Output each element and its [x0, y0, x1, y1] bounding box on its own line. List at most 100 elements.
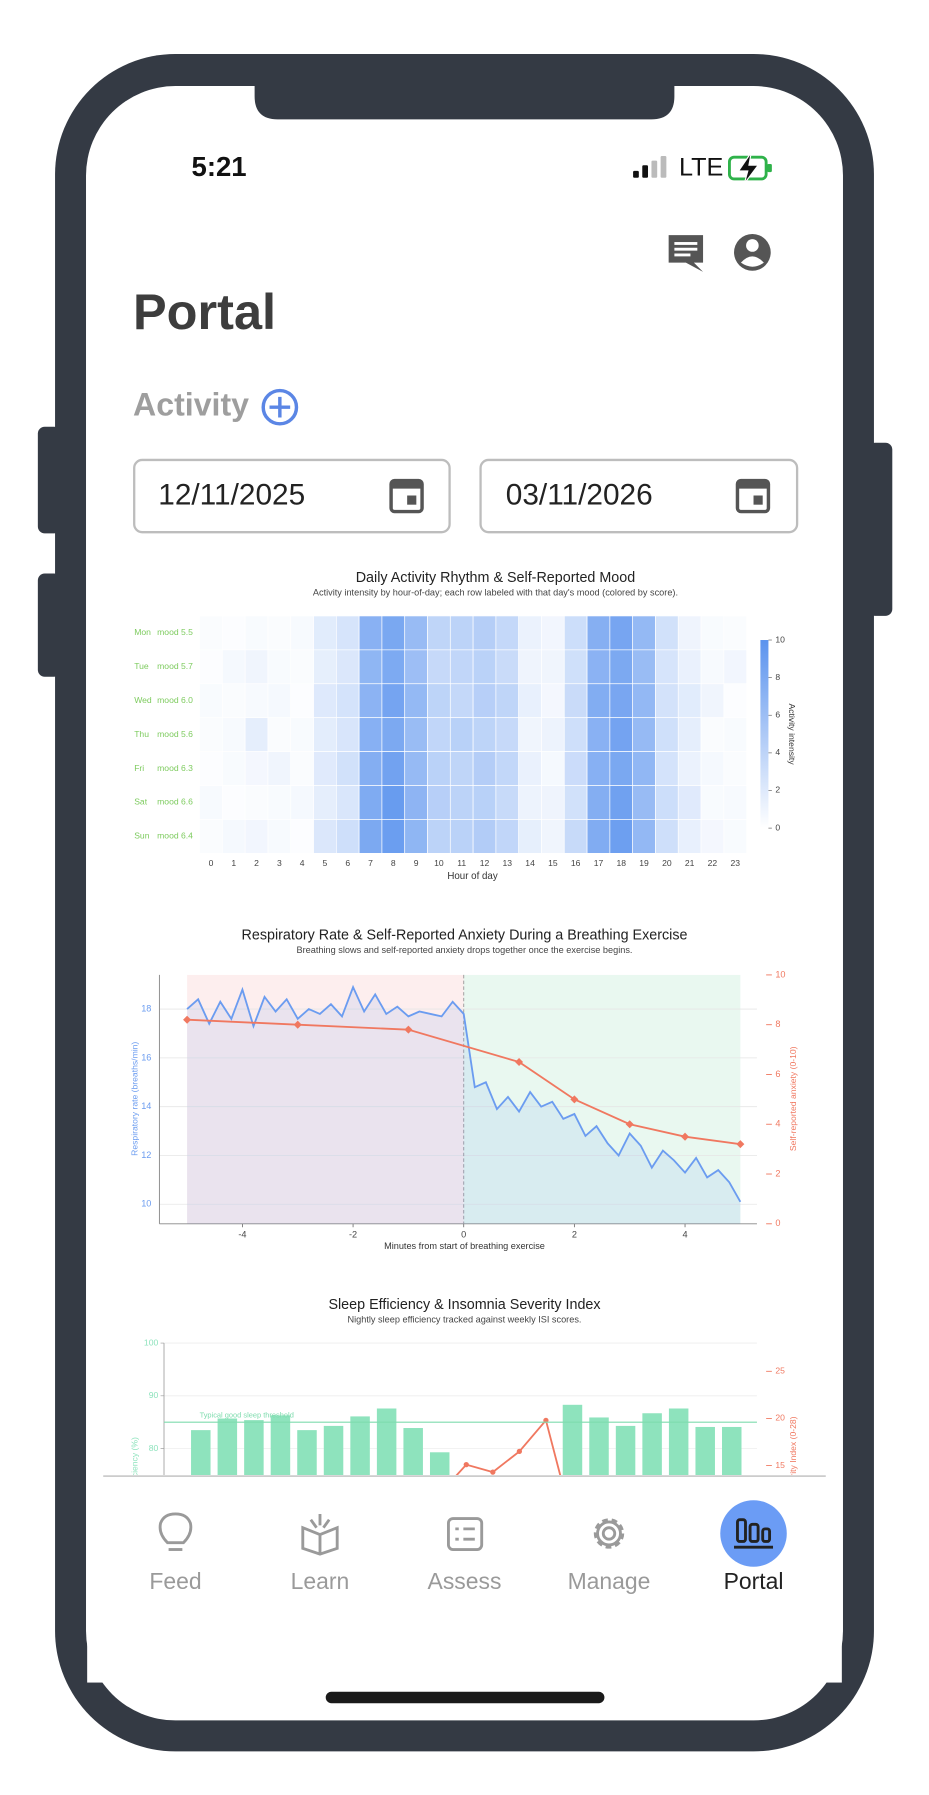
heatmap-cell	[655, 615, 679, 651]
heatmap-cell	[381, 819, 406, 854]
heatmap-cell	[427, 615, 451, 651]
x-tick-label: 12	[480, 858, 490, 868]
profile-button[interactable]	[734, 234, 771, 271]
y2-tick-label: 4	[775, 1119, 780, 1129]
heatmap-cell	[427, 785, 451, 820]
heatmap-cell	[700, 649, 725, 685]
end-date-field[interactable]: 03/11/2026	[479, 458, 799, 534]
y-tick-label: 14	[141, 1101, 151, 1111]
heatmap-cell	[244, 683, 269, 719]
heatmap-cell	[335, 615, 360, 651]
heatmap-cell	[723, 785, 747, 820]
heatmap-cell	[222, 683, 246, 719]
heatmap-cell	[427, 717, 451, 752]
heatmap-cell	[495, 785, 520, 820]
heatmap-cell	[404, 649, 428, 685]
y2-tick-label: 6	[775, 1069, 780, 1079]
heatmap-cell	[586, 819, 611, 854]
add-activity-button[interactable]	[261, 388, 299, 426]
y2-tick-label: 8	[775, 1019, 780, 1029]
x-tick-label: 14	[525, 858, 535, 868]
heatmap-cell	[267, 683, 292, 719]
heatmap-cell	[677, 785, 702, 820]
heatmap-cell	[313, 683, 337, 719]
bar	[217, 1418, 238, 1475]
heatmap-cell	[358, 615, 383, 651]
heatmap-cell	[222, 785, 246, 820]
y2-tick-label: 10	[775, 969, 785, 979]
heatmap-cell	[244, 785, 269, 820]
mood-label: mood 6.3	[157, 763, 193, 773]
heatmap-cell	[404, 717, 428, 752]
start-date-field[interactable]: 12/11/2025	[133, 458, 451, 534]
heatmap-cell	[404, 615, 428, 651]
bar	[642, 1413, 662, 1475]
heatmap-cell	[700, 683, 725, 719]
heatmap-cell	[335, 785, 360, 820]
heatmap-cell	[632, 785, 656, 820]
heatmap-cell	[381, 649, 406, 685]
heatmap-cell	[290, 683, 314, 719]
colorbar-tick-label: 6	[775, 710, 780, 720]
row-label: Fri	[134, 763, 144, 773]
heatmap-cell	[313, 819, 337, 854]
nav-portal-icon[interactable]	[720, 1500, 787, 1567]
x-tick-label: 2	[572, 1230, 577, 1240]
chart-title: Daily Activity Rhythm & Self-Reported Mo…	[356, 570, 636, 586]
colorbar-tick-label: 0	[775, 822, 780, 832]
heatmap-cell	[563, 649, 588, 685]
bar	[191, 1430, 211, 1475]
heatmap-cell	[358, 785, 383, 820]
x-axis-label: Hour of day	[447, 871, 497, 882]
heatmap-cell	[609, 751, 634, 786]
bar	[376, 1408, 397, 1475]
heatmap-cell	[199, 717, 223, 752]
row-label: Sun	[134, 831, 150, 841]
y2-tick-label: 20	[775, 1413, 785, 1423]
heatmap-cell	[472, 615, 497, 651]
x-tick-label: 10	[434, 858, 444, 868]
heatmap-cell	[563, 683, 588, 719]
heatmap-cell	[541, 785, 565, 820]
nav-feed-icon[interactable]	[158, 1512, 193, 1551]
nav-label: Portal	[724, 1568, 784, 1594]
bar	[615, 1425, 636, 1475]
heatmap-cell	[267, 785, 292, 820]
heatmap-cell	[199, 615, 223, 651]
start-date: 12/11/2025	[158, 479, 305, 512]
heatmap-cell	[677, 683, 702, 719]
y2-axis-label: Self-reported anxiety (0-10)	[788, 1046, 798, 1151]
bar	[429, 1452, 450, 1475]
x-tick-label: -2	[349, 1230, 357, 1240]
heatmap-cell	[700, 785, 725, 820]
heatmap-cell	[335, 649, 360, 685]
row-label: Mon	[134, 627, 151, 637]
y-axis-label: Sleep efficiency (%)	[130, 1437, 140, 1513]
heatmap-cell	[609, 717, 634, 752]
heatmap-cell	[518, 683, 542, 719]
heatmap-cell	[381, 785, 406, 820]
heatmap-cell	[541, 683, 565, 719]
heatmap-cell	[632, 615, 656, 651]
heatmap-cell	[244, 717, 269, 752]
x-tick-label: 16	[571, 858, 581, 868]
series-marker	[490, 1469, 496, 1475]
heatmap-cell	[267, 751, 292, 786]
heatmap-cell	[655, 819, 679, 854]
heatmap-cell	[381, 683, 406, 719]
heatmap-cell	[700, 819, 725, 854]
nav-manage-icon[interactable]	[593, 1518, 625, 1549]
heatmap-cell	[677, 649, 702, 685]
nav-learn-icon[interactable]	[301, 1513, 339, 1556]
heatmap-cell	[655, 717, 679, 752]
heatmap-cell	[723, 717, 747, 752]
y2-tick-label: 2	[775, 1168, 780, 1178]
nav-assess-icon[interactable]	[447, 1517, 484, 1551]
heatmap-cell	[609, 615, 634, 651]
heatmap-cell	[449, 649, 474, 685]
x-tick-label: 20	[662, 858, 672, 868]
bar-chart: Sleep Efficiency & Insomnia Severity Ind…	[130, 1297, 798, 1513]
heatmap-cell	[518, 785, 542, 820]
bar	[589, 1417, 609, 1475]
